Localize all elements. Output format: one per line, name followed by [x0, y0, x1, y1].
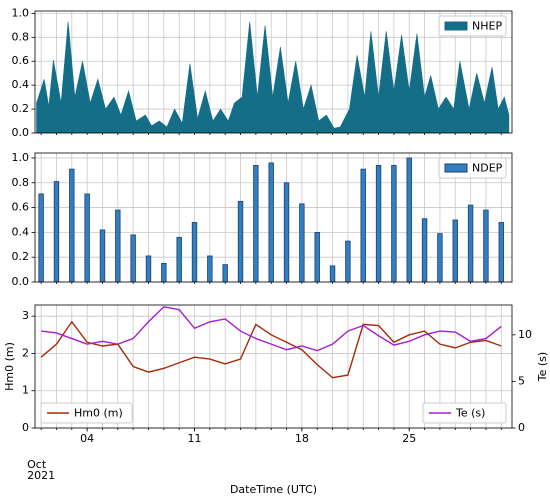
- y2-tick-label: 10: [518, 328, 532, 341]
- y-tick-label: 3: [22, 309, 29, 322]
- bar: [467, 204, 474, 282]
- bar: [222, 264, 228, 282]
- bar: [345, 240, 351, 282]
- legend-box: [40, 402, 133, 424]
- bar: [161, 262, 167, 282]
- bar: [99, 229, 106, 282]
- y-tick-label: 0.6: [12, 201, 30, 214]
- bar: [268, 162, 274, 282]
- y-tick-label: 0.4: [12, 78, 30, 91]
- x-axis-label: DateTime (UTC): [230, 483, 317, 496]
- legend-label: NHEP: [472, 20, 502, 33]
- plot-area: [40, 306, 502, 379]
- y-tick-label: 0.4: [12, 225, 30, 238]
- legend-box: [438, 157, 507, 179]
- legend-label: NDEP: [472, 162, 503, 175]
- legend-swatch: [444, 21, 468, 31]
- bar: [237, 200, 244, 282]
- x-tick-label: 18: [295, 432, 309, 445]
- bar: [329, 265, 336, 282]
- bar: [498, 222, 504, 282]
- bar: [115, 209, 121, 282]
- legend-label: Te (s): [455, 407, 485, 420]
- x-annotation: Oct: [27, 458, 47, 471]
- x-tick-label: 04: [80, 432, 94, 445]
- legend-label: Hm0 (m): [74, 407, 123, 420]
- bar: [437, 233, 443, 282]
- y2-axis-label: Te (s): [536, 352, 549, 382]
- y-tick-label: 0.0: [12, 275, 30, 288]
- bar: [130, 234, 136, 282]
- legend-box: [422, 402, 507, 424]
- y-tick-label: 1.0: [12, 151, 30, 164]
- bar: [452, 219, 458, 282]
- y-tick-label: 1: [22, 384, 29, 397]
- axes-frame: [34, 304, 513, 429]
- bar: [314, 231, 320, 282]
- y-tick-label: 0: [22, 421, 29, 434]
- x-tick-label: 11: [188, 432, 202, 445]
- y-tick-label: 0.2: [12, 250, 30, 263]
- bar: [421, 218, 428, 282]
- bar: [253, 165, 259, 282]
- bar: [191, 222, 198, 282]
- bar: [84, 193, 90, 282]
- axes-frame: [34, 10, 513, 134]
- x-tick-label: 25: [402, 432, 416, 445]
- bar: [375, 165, 382, 282]
- area: [36, 21, 510, 133]
- y2-tick-label: 0: [518, 421, 525, 434]
- line: [41, 306, 502, 352]
- bar: [53, 181, 60, 282]
- y-tick-label: 0.0: [12, 126, 30, 139]
- y-axis-label: Hm0 (m): [3, 342, 16, 391]
- axes-frame: [34, 152, 513, 283]
- plot-area: [38, 157, 504, 282]
- bar: [360, 168, 366, 282]
- bar: [483, 209, 489, 282]
- y-tick-label: 0.2: [12, 102, 30, 115]
- y-tick-label: 0.8: [12, 176, 30, 189]
- y-tick-label: 1.0: [12, 6, 30, 19]
- bar: [406, 157, 412, 282]
- bar: [207, 255, 213, 282]
- bar: [283, 182, 290, 282]
- x-annotation: 2021: [27, 469, 55, 482]
- legend-box: [438, 15, 507, 37]
- bar: [145, 255, 152, 282]
- y-tick-label: 2: [22, 346, 29, 359]
- plot-area: [36, 21, 510, 133]
- legend-swatch: [444, 163, 468, 173]
- y2-tick-label: 5: [518, 374, 525, 387]
- bar: [391, 165, 397, 282]
- bar: [69, 168, 75, 282]
- y-tick-label: 0.8: [12, 30, 30, 43]
- bar: [299, 203, 305, 282]
- bar: [38, 193, 44, 282]
- y-tick-label: 0.6: [12, 54, 30, 67]
- bar: [176, 236, 182, 282]
